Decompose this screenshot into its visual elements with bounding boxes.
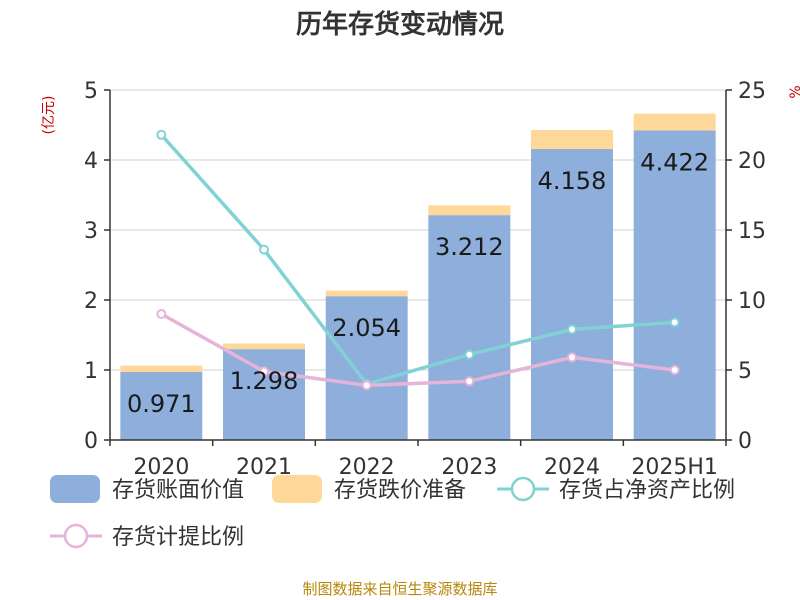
right-tick-label: 15 bbox=[738, 219, 766, 244]
x-tick-label: 2020 bbox=[133, 455, 189, 480]
left-tick-label: 0 bbox=[84, 429, 98, 454]
bar-value-label: 4.422 bbox=[640, 148, 709, 176]
legend-net-asset-ratio: 存货占净资产比例 bbox=[497, 476, 735, 503]
bar-impairment-provision bbox=[531, 130, 613, 149]
x-tick-label: 2023 bbox=[441, 455, 497, 480]
right-tick-label: 20 bbox=[738, 149, 766, 174]
left-tick-label: 4 bbox=[84, 149, 98, 174]
right-axis-unit: % bbox=[788, 85, 800, 98]
point-provision-ratio bbox=[464, 376, 475, 387]
left-tick-label: 5 bbox=[84, 79, 98, 104]
left-tick-label: 1 bbox=[84, 359, 98, 384]
right-tick-label: 25 bbox=[738, 79, 766, 104]
point-provision-ratio bbox=[156, 309, 167, 319]
left-tick-label: 3 bbox=[84, 219, 98, 244]
bar-value-label: 2.054 bbox=[332, 314, 401, 342]
grid-lines bbox=[110, 89, 726, 441]
bar-value-label: 0.971 bbox=[127, 390, 196, 418]
legend-book-value: 存货账面价值 bbox=[50, 475, 244, 503]
point-provision-ratio bbox=[567, 352, 577, 363]
legend-label: 存货账面价值 bbox=[112, 478, 244, 503]
point-net-asset-ratio bbox=[567, 324, 577, 335]
legend-label: 存货计提比例 bbox=[112, 525, 244, 550]
right-tick-label: 10 bbox=[738, 289, 766, 314]
legend-swatch bbox=[50, 475, 100, 503]
legend-marker bbox=[63, 523, 89, 549]
bar-value-label: 4.158 bbox=[538, 167, 607, 195]
bar-labels: 0.971 1.298 2.054 3.212 4.158 4.422 bbox=[127, 148, 709, 418]
bar-book-value bbox=[223, 349, 305, 440]
point-provision-ratio bbox=[361, 380, 372, 391]
bar-book-value bbox=[325, 296, 408, 440]
right-tick-label: 0 bbox=[738, 429, 752, 454]
chart-title: 历年存货变动情况 bbox=[296, 9, 504, 40]
point-net-asset-ratio bbox=[156, 129, 167, 140]
bars bbox=[120, 113, 716, 440]
bar-impairment-provision bbox=[633, 113, 716, 131]
bar-book-value bbox=[120, 372, 203, 440]
legend-marker bbox=[510, 476, 536, 502]
left-tick-label: 2 bbox=[84, 289, 98, 314]
bar-impairment-provision bbox=[223, 343, 305, 350]
bar-value-label: 1.298 bbox=[230, 367, 299, 395]
point-net-asset-ratio bbox=[464, 349, 475, 360]
bar-book-value bbox=[428, 215, 511, 440]
point-provision-ratio bbox=[669, 365, 680, 375]
legend-label: 存货跌价准备 bbox=[334, 478, 466, 503]
data-source: 制图数据来自恒生聚源数据库 bbox=[302, 580, 497, 598]
bar-book-value bbox=[531, 148, 613, 440]
right-tick-label: 5 bbox=[738, 359, 752, 384]
point-provision-ratio bbox=[259, 366, 269, 377]
point-net-asset-ratio bbox=[259, 244, 269, 255]
legend-swatch bbox=[272, 475, 322, 503]
line-net-asset-ratio bbox=[160, 133, 675, 386]
bar-impairment-provision bbox=[325, 290, 408, 297]
line-provision-ratio bbox=[160, 312, 675, 388]
x-tick-label: 2024 bbox=[544, 455, 600, 480]
bar-value-label: 3.212 bbox=[435, 233, 504, 261]
lines bbox=[156, 129, 680, 391]
bar-book-value bbox=[633, 130, 716, 440]
bar-impairment-provision bbox=[120, 365, 203, 373]
legend-label: 存货占净资产比例 bbox=[559, 478, 735, 503]
left-axis-unit: (亿元) bbox=[41, 96, 57, 135]
legend-impairment-provision: 存货跌价准备 bbox=[272, 475, 466, 503]
x-tick-label: 2022 bbox=[339, 455, 395, 480]
x-tick-label: 2025H1 bbox=[631, 455, 718, 480]
bar-impairment-provision bbox=[428, 205, 511, 216]
point-net-asset-ratio bbox=[669, 317, 680, 328]
legend-provision-ratio: 存货计提比例 bbox=[50, 523, 244, 550]
